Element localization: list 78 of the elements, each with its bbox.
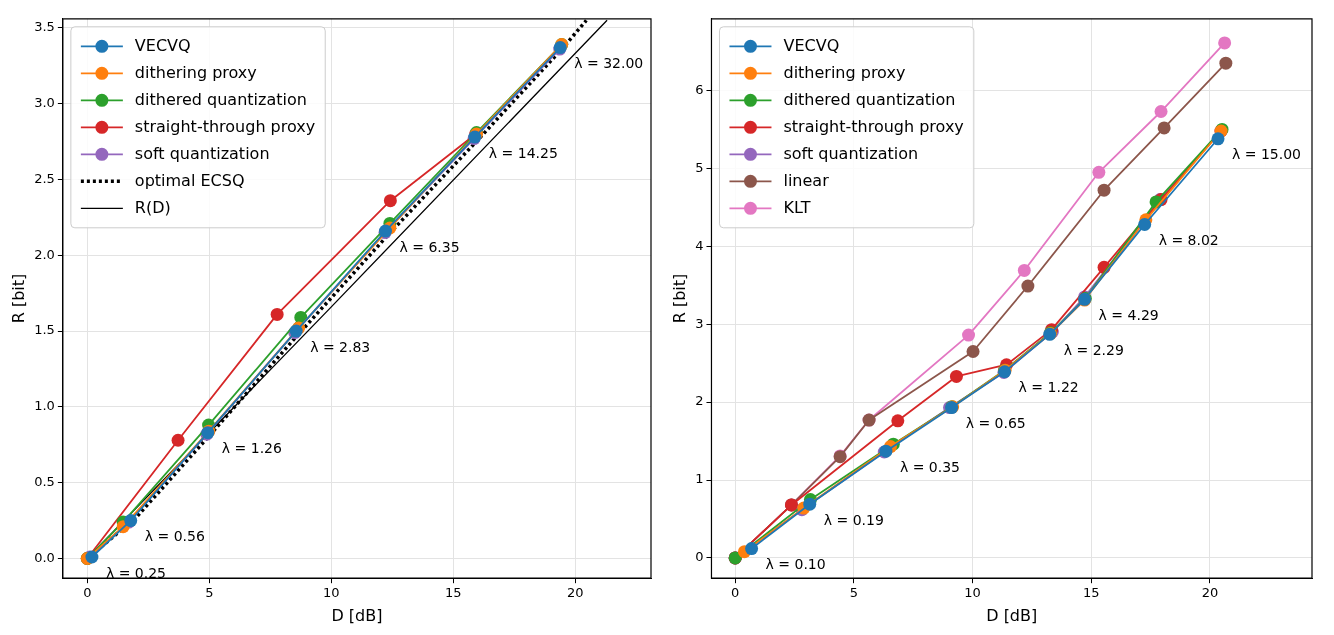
y-axis-title: R [bit] [669,273,689,324]
annotation: λ = 32.00 [574,55,644,72]
point [1154,105,1168,119]
y-tick-label: 5 [695,159,704,175]
x-tick-label: 10 [323,585,340,601]
y-tick-label: 0.0 [34,549,55,565]
y-tick-label: 0.5 [34,474,55,490]
point [1219,56,1233,70]
legend-label: VECVQ [783,36,840,56]
annotation: λ = 14.25 [488,144,558,161]
annotation: λ = 0.56 [144,528,205,545]
y-tick-label: 1.0 [34,398,55,414]
legend-label: straight-through proxy [134,117,316,137]
x-axis-title: D [dB] [331,605,383,625]
y-tick-label: 6 [695,81,704,97]
x-tick-label: 5 [205,585,214,601]
y-tick-label: 1 [695,471,704,487]
annotation: λ = 2.83 [310,338,371,355]
x-tick-label: 15 [1082,585,1100,601]
legend-label: KLT [783,198,811,218]
y-tick-label: 3.0 [34,95,55,111]
point [803,497,817,511]
x-tick-label: 5 [849,585,859,601]
point [1092,165,1106,179]
point [949,369,963,383]
x-tick-label: 20 [567,585,584,601]
legend-label: soft quantization [783,144,919,164]
x-tick-label: 20 [1201,585,1219,601]
annotation: λ = 1.26 [221,440,283,457]
annotation: λ = 0.10 [765,556,826,573]
legend-label: optimal ECSQ [134,171,245,191]
legend-label: dithered quantization [783,90,956,110]
legend-label: linear [783,171,830,191]
y-tick-label: 3.5 [34,19,55,35]
point [966,344,980,358]
point [1017,263,1031,277]
x-tick-label: 0 [731,585,740,601]
point [962,328,976,342]
point [171,433,185,447]
legend-label: straight-through proxy [783,117,964,137]
x-axis-title: D [dB] [986,605,1038,625]
legend-label: soft quantization [134,144,270,164]
y-tick-label: 4 [695,237,704,253]
point [1138,217,1152,231]
annotation: λ = 0.65 [965,415,1026,432]
annotation: λ = 6.35 [399,238,460,255]
annotation: λ = 8.02 [1158,232,1219,249]
y-tick-label: 2 [695,393,704,409]
annotation: λ = 15.00 [1232,146,1301,163]
point [270,307,284,321]
annotation: λ = 0.19 [823,511,884,528]
legend-label: dithering proxy [783,63,906,83]
point [1097,183,1111,197]
annotation: λ = 2.29 [1063,341,1124,358]
annotation: λ = 0.35 [899,458,961,475]
legend-label: dithered quantization [134,90,307,110]
annotation: λ = 4.29 [1098,306,1159,323]
point [745,542,759,556]
point [383,194,397,208]
y-tick-label: 2.5 [34,170,55,186]
y-tick-label: 1.5 [34,322,55,338]
point [1211,132,1225,146]
y-axis-title: R [bit] [8,273,28,324]
x-tick-label: 10 [964,585,981,601]
x-tick-label: 0 [83,585,92,601]
legend-label: R(D) [134,198,171,218]
y-tick-label: 3 [695,315,704,331]
point [1157,121,1171,135]
point [891,414,905,428]
y-tick-label: 2.0 [34,246,55,262]
y-tick-label: 0 [695,549,704,565]
x-tick-label: 15 [445,585,462,601]
point [1021,279,1035,293]
annotation: λ = 1.22 [1018,379,1079,396]
legend-label: VECVQ [134,36,191,56]
legend-label: dithering proxy [134,63,257,83]
point [1218,36,1232,50]
annotation: λ = 0.25 [105,564,167,581]
